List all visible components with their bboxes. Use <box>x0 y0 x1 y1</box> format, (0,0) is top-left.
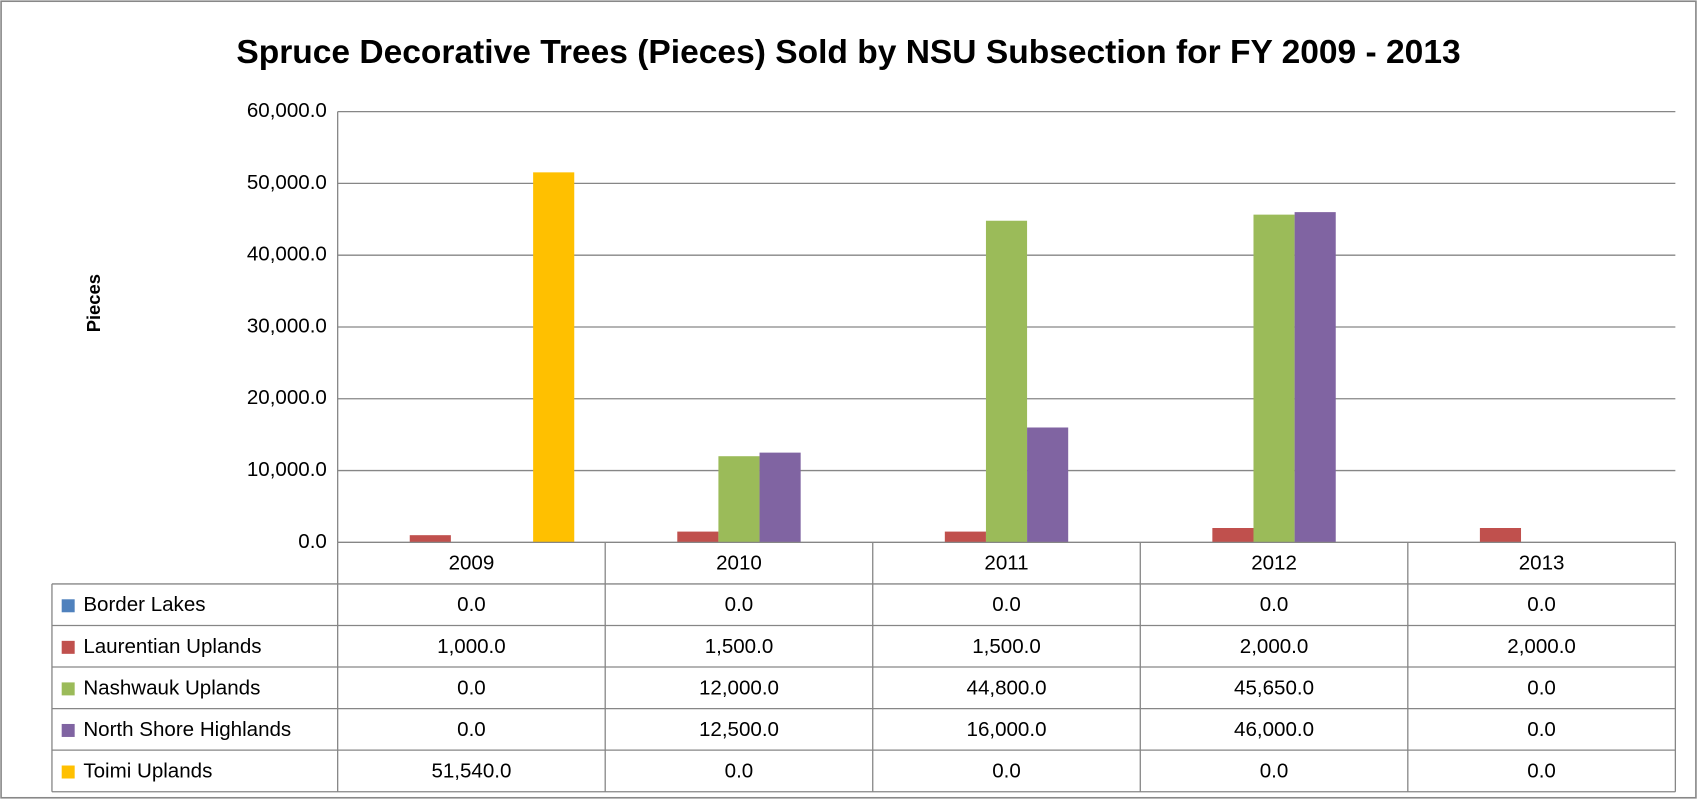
bar <box>718 456 760 543</box>
table-value: 0.0 <box>457 676 486 699</box>
bar <box>1479 528 1522 543</box>
x-tick-label: 2010 <box>716 552 762 575</box>
legend-label: Nashwauk Uplands <box>83 676 260 699</box>
y-tick-label: 30,000.0 <box>247 314 327 337</box>
legend-swatch <box>61 765 75 779</box>
table-value: 0.0 <box>1527 718 1556 741</box>
bar <box>759 452 801 543</box>
bar <box>1212 528 1254 543</box>
y-tick-label: 0.0 <box>298 530 327 553</box>
chart-title: Spruce Decorative Trees (Pieces) Sold by… <box>236 34 1460 71</box>
bar <box>944 531 986 543</box>
x-tick-label: 2011 <box>984 552 1028 575</box>
table-value: 0.0 <box>992 593 1021 616</box>
table-value: 0.0 <box>1260 593 1289 616</box>
legend-swatch <box>61 640 75 654</box>
bar <box>677 531 719 543</box>
table-value: 0.0 <box>1527 759 1556 782</box>
legend-label: Toimi Uplands <box>83 759 212 782</box>
bar <box>409 535 451 543</box>
legend-label: Border Lakes <box>83 593 205 616</box>
bar <box>1027 427 1069 543</box>
y-tick-label: 50,000.0 <box>247 171 327 194</box>
table-value: 0.0 <box>992 759 1021 782</box>
table-value: 0.0 <box>1527 676 1556 699</box>
table-value: 0.0 <box>725 759 754 782</box>
table-value: 12,500.0 <box>699 718 779 741</box>
table-value: 1,500.0 <box>705 635 774 658</box>
table-value: 1,000.0 <box>437 635 506 658</box>
table-value: 16,000.0 <box>967 718 1047 741</box>
x-tick-label: 2013 <box>1519 552 1565 575</box>
table-value: 2,000.0 <box>1507 635 1576 658</box>
x-tick-label: 2012 <box>1251 552 1297 575</box>
bar <box>985 220 1028 543</box>
bar <box>1294 212 1336 543</box>
y-tick-label: 40,000.0 <box>247 243 327 266</box>
table-value: 12,000.0 <box>699 676 779 699</box>
bar <box>533 172 575 543</box>
y-tick-label: 20,000.0 <box>247 386 327 409</box>
x-tick-label: 2009 <box>449 552 495 575</box>
y-tick-label: 10,000.0 <box>247 458 327 481</box>
table-value: 46,000.0 <box>1234 718 1314 741</box>
table-value: 0.0 <box>725 593 754 616</box>
y-tick-label: 60,000.0 <box>247 99 327 122</box>
table-value: 51,540.0 <box>431 759 511 782</box>
legend-label: Laurentian Uplands <box>83 635 261 658</box>
table-value: 45,650.0 <box>1234 676 1314 699</box>
legend-swatch <box>61 723 75 737</box>
legend-swatch <box>61 682 75 696</box>
table-value: 1,500.0 <box>972 635 1041 658</box>
bar <box>1253 214 1295 543</box>
table-value: 0.0 <box>1260 759 1289 782</box>
table-value: 0.0 <box>457 718 486 741</box>
table-value: 0.0 <box>1527 593 1556 616</box>
table-value: 2,000.0 <box>1240 635 1309 658</box>
legend-label: North Shore Highlands <box>83 718 291 741</box>
table-value: 0.0 <box>457 593 486 616</box>
y-axis-title: Pieces <box>83 274 104 332</box>
table-value: 44,800.0 <box>967 676 1047 699</box>
legend-swatch <box>61 599 75 613</box>
